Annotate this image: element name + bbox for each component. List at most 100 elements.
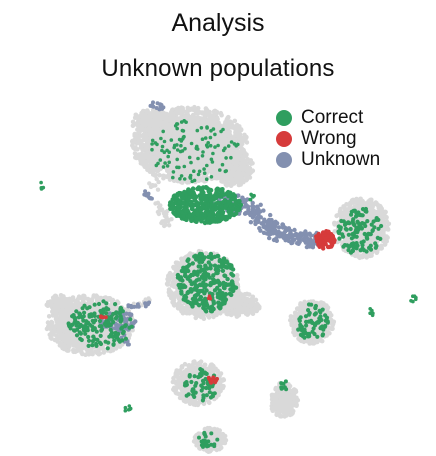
- background-cell: [206, 399, 211, 405]
- background-cell: [167, 128, 173, 134]
- background-cell: [56, 302, 61, 307]
- background-cell: [289, 322, 295, 328]
- unknown-cell: [149, 104, 154, 108]
- background-cell: [233, 153, 238, 158]
- background-cell: [242, 163, 247, 169]
- background-cell: [186, 131, 191, 137]
- background-cell: [54, 295, 59, 300]
- background-cell: [151, 155, 156, 160]
- background-cell: [144, 132, 149, 138]
- unknown-cell: [258, 202, 263, 207]
- background-cell: [238, 161, 244, 166]
- background-cell: [226, 132, 231, 138]
- background-cell: [332, 222, 337, 227]
- background-cell: [302, 299, 308, 305]
- background-cell: [52, 325, 57, 330]
- background-cell: [201, 316, 207, 322]
- background-cell: [342, 210, 347, 216]
- background-cell: [187, 251, 193, 256]
- background-cell: [307, 340, 313, 345]
- background-cell: [344, 236, 350, 242]
- background-cell: [168, 122, 174, 127]
- background-cell: [214, 312, 219, 318]
- background-cell: [189, 129, 195, 134]
- background-cell: [190, 135, 195, 140]
- background-cell: [206, 449, 211, 455]
- background-cell: [181, 370, 187, 376]
- background-cell: [136, 126, 141, 131]
- background-cell: [212, 136, 218, 141]
- unknown-cell: [301, 236, 307, 242]
- background-cell: [140, 115, 146, 120]
- background-cell: [188, 399, 193, 405]
- background-cell: [287, 404, 292, 410]
- background-cell: [382, 227, 387, 232]
- background-cell: [204, 119, 210, 125]
- background-cell: [63, 334, 68, 340]
- background-cell: [77, 295, 82, 301]
- unknown-cell: [267, 221, 273, 226]
- background-cell: [285, 392, 291, 398]
- background-cell: [292, 332, 298, 338]
- unknown-cell: [124, 318, 129, 323]
- background-cell: [219, 434, 224, 440]
- background-cell: [131, 145, 136, 151]
- background-cell: [188, 165, 194, 170]
- background-cell: [52, 337, 58, 343]
- background-cell: [150, 107, 156, 113]
- background-cell: [144, 163, 150, 169]
- background-cell: [209, 165, 215, 170]
- background-cell: [141, 143, 147, 148]
- background-cell: [291, 314, 297, 319]
- background-cell: [62, 342, 67, 347]
- unknown-cell: [269, 217, 274, 223]
- background-cell: [147, 181, 152, 186]
- unknown-cell: [297, 239, 302, 245]
- unknown-cell: [296, 232, 301, 238]
- background-cell: [216, 163, 221, 168]
- background-cell: [381, 212, 387, 218]
- background-cell: [210, 113, 216, 118]
- unknown-cell: [290, 240, 295, 245]
- background-cell: [50, 295, 56, 301]
- background-cell: [229, 148, 235, 153]
- unknown-cell: [274, 236, 279, 241]
- background-cell: [81, 293, 86, 299]
- background-cell: [352, 253, 358, 258]
- background-cell: [167, 145, 172, 150]
- background-cell: [57, 340, 63, 346]
- background-cell: [157, 152, 162, 158]
- unknown-cell: [161, 105, 166, 110]
- background-cell: [238, 127, 244, 132]
- background-cell: [365, 226, 370, 232]
- background-cell: [290, 410, 295, 416]
- background-cell: [66, 348, 71, 353]
- background-cell: [156, 179, 161, 185]
- background-cell: [166, 219, 171, 224]
- background-cell: [332, 229, 338, 234]
- background-cell: [190, 307, 195, 312]
- background-cell: [131, 301, 136, 306]
- background-cell: [230, 310, 236, 316]
- background-cell: [143, 127, 148, 132]
- background-cell: [195, 402, 201, 408]
- background-cell: [188, 383, 193, 389]
- background-cell: [130, 141, 136, 146]
- background-cell: [245, 299, 251, 305]
- background-cell: [285, 408, 291, 414]
- background-cell: [71, 349, 76, 355]
- background-cell: [92, 307, 98, 312]
- unknown-cell: [145, 301, 150, 306]
- background-cell: [187, 311, 192, 316]
- background-cell: [166, 287, 172, 292]
- background-cell: [220, 385, 226, 391]
- background-cell: [168, 116, 173, 121]
- background-cell: [157, 115, 162, 121]
- background-cell: [194, 308, 199, 313]
- background-cell: [97, 351, 103, 356]
- background-cell: [136, 152, 142, 157]
- background-cell: [181, 261, 187, 266]
- background-cell: [60, 308, 66, 314]
- unknown-cell: [283, 229, 288, 234]
- background-cell: [278, 407, 284, 413]
